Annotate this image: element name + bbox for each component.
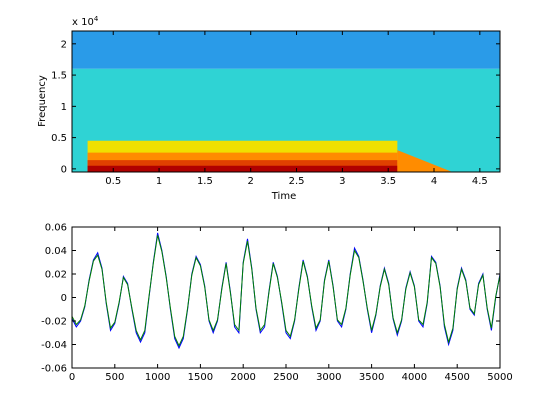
waveform-x-tick-label-4: 2000 [230,372,255,383]
waveform-y-tick-label-4: 0.02 [45,270,67,281]
spectrogram-x-tick-label-8: 4.5 [472,176,488,187]
waveform-lines [71,232,501,350]
spectrogram-x-tick-label-7: 4 [431,176,437,187]
spectrogram-y-tick-label-0: 0 [61,164,67,175]
spectrogram-x-label: Time [271,191,296,202]
spectrogram-x-tick-label-3: 2 [248,176,254,187]
spectrogram-x-tick-label-1: 1 [156,176,162,187]
waveform-y-tick-label-6: 0.06 [45,223,67,234]
waveform-y-tick-label-2: -0.02 [41,317,67,328]
waveform-x-tick-label-9: 4500 [444,372,469,383]
waveform-y-ticks: -0.06 -0.04 -0.02 0 0.02 0.04 0.06 [41,223,500,375]
spectrogram-axes-frame [71,30,501,173]
spectrogram-y-ticks: 0 0.5 1 1.5 2 [51,39,500,175]
spectrogram-y-exponent-base: x 10 [72,17,94,28]
waveform-y-tick-label-1: -0.04 [41,340,67,351]
spectrogram-region-5 [87,165,398,172]
waveform-y-tick-label-5: 0.04 [45,246,67,257]
waveform-y-tick-label-0: -0.06 [41,364,67,375]
spectrogram-y-exponent: x 104 [72,15,99,28]
waveform-series-1 [71,235,501,347]
spectrogram-chart: 0.5 1 1.5 2 2.5 3 3.5 4 4.5 0 0.5 1 1.5 2 Time Frequ… [37,15,501,202]
spectrogram-x-tick-label-4: 2.5 [289,176,305,187]
spectrogram-y-tick-label-2: 1 [61,102,67,113]
spectrogram-plot-area [72,31,500,172]
spectrogram-x-tick-label-5: 3 [339,176,345,187]
waveform-x-tick-label-3: 1500 [188,372,213,383]
waveform-x-tick-label-2: 1000 [145,372,170,383]
waveform-x-tick-label-1: 500 [105,372,124,383]
waveform-x-tick-label-5: 2500 [273,372,298,383]
spectrogram-taper [397,150,453,172]
spectrogram-x-tick-label-6: 3.5 [380,176,396,187]
waveform-x-tick-label-0: 0 [69,372,75,383]
waveform-x-tick-label-6: 3000 [316,372,341,383]
waveform-x-tick-label-7: 3500 [359,372,384,383]
spectrogram-x-ticks: 0.5 1 1.5 2 2.5 3 3.5 4 4.5 [105,31,488,187]
spectrogram-y-exponent-power: 4 [94,15,99,23]
spectrogram-x-tick-label-0: 0.5 [105,176,121,187]
spectrogram-y-tick-label-3: 1.5 [51,71,67,82]
spectrogram-y-tick-label-4: 2 [61,39,67,50]
waveform-axes-frame [71,226,501,369]
waveform-x-ticks: 0 500 1000 1500 2000 2500 3000 3500 4000 4500 5000 [69,227,513,383]
waveform-chart: 0 500 1000 1500 2000 2500 3000 3500 4000 4500 5000… [41,223,513,384]
waveform-x-tick-label-10: 5000 [487,372,512,383]
spectrogram-region-0 [72,31,500,69]
spectrogram-y-tick-label-1: 0.5 [51,133,67,144]
waveform-x-tick-label-8: 4000 [402,372,427,383]
waveform-y-tick-label-3: 0 [61,293,67,304]
spectrogram-y-label: Frequency [37,75,48,127]
spectrogram-x-tick-label-2: 1.5 [197,176,213,187]
